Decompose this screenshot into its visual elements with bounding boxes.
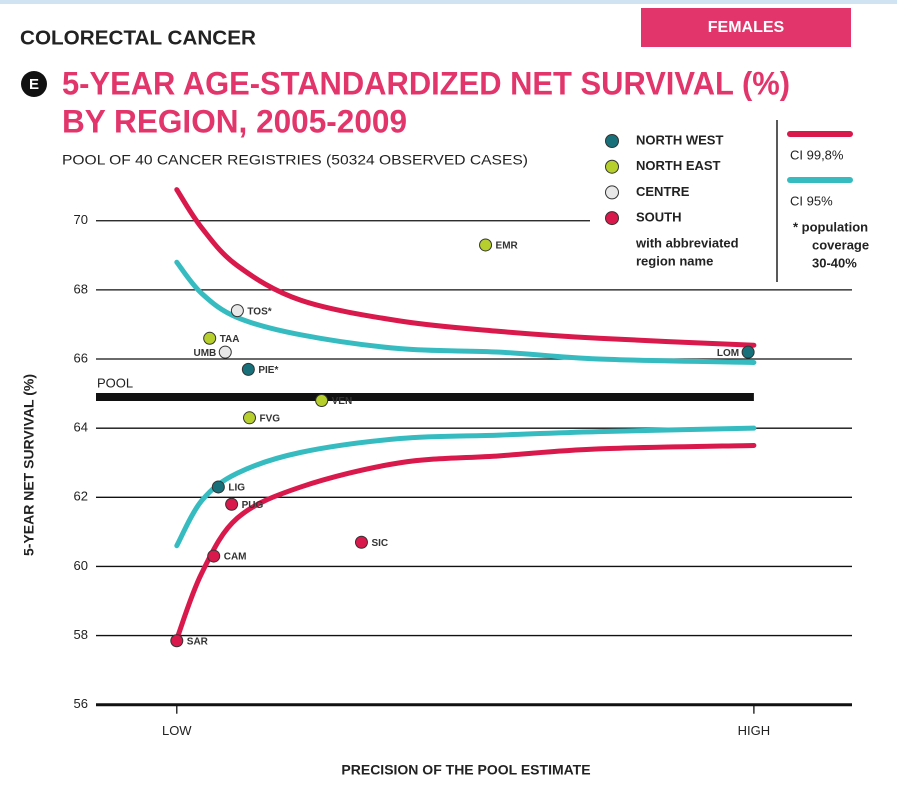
point-label: PUG bbox=[242, 500, 264, 511]
sex-label: FEMALES bbox=[708, 19, 785, 36]
data-point bbox=[315, 394, 329, 408]
data-point bbox=[479, 238, 493, 252]
header: COLORECTAL CANCER bbox=[20, 27, 257, 49]
point-label: TAA bbox=[220, 334, 240, 345]
pool-label: POOL bbox=[97, 375, 133, 390]
data-point bbox=[241, 362, 255, 376]
legend-label: CENTRE bbox=[636, 184, 690, 199]
data-point bbox=[170, 634, 184, 648]
data-point bbox=[218, 345, 232, 359]
y-tick-label: 64 bbox=[74, 420, 88, 435]
data-point bbox=[225, 497, 239, 511]
data-point bbox=[211, 480, 225, 494]
y-tick-label: 68 bbox=[74, 281, 88, 296]
x-tick-label: HIGH bbox=[738, 723, 771, 738]
limit-curve bbox=[174, 187, 757, 348]
point-label: FVG bbox=[260, 413, 281, 424]
footnote: * population bbox=[793, 219, 868, 234]
badge-circle bbox=[21, 71, 47, 97]
point-label: CAM bbox=[224, 552, 247, 563]
legend-marker bbox=[605, 211, 619, 226]
data-point bbox=[203, 331, 217, 345]
y-tick-label: 70 bbox=[74, 212, 88, 227]
legend-marker bbox=[605, 185, 619, 200]
point-label: SAR bbox=[187, 636, 209, 647]
point-label: TOS* bbox=[247, 306, 271, 317]
x-tick-label: LOW bbox=[162, 723, 192, 738]
limit-curve bbox=[174, 259, 757, 365]
legend-marker bbox=[605, 134, 619, 148]
y-tick-label: 56 bbox=[74, 696, 88, 711]
x-axis-label: PRECISION OF THE POOL ESTIMATE bbox=[341, 762, 590, 778]
legend-label: CI 95% bbox=[790, 193, 833, 208]
legend-marker bbox=[605, 159, 619, 174]
legend-label: SOUTH bbox=[636, 210, 682, 225]
subtitle: POOL OF 40 CANCER REGISTRIES (50324 OBSE… bbox=[62, 152, 528, 168]
legend-label: CI 99,8% bbox=[790, 147, 844, 162]
y-tick-label: 62 bbox=[74, 489, 88, 504]
point-label: PIE* bbox=[258, 365, 278, 376]
legend-label: NORTH WEST bbox=[636, 132, 723, 147]
point-label: SIC bbox=[371, 538, 388, 549]
data-point bbox=[207, 549, 221, 563]
point-label: LOM bbox=[717, 348, 739, 359]
data-point bbox=[741, 345, 755, 359]
title-line: BY REGION, 2005-2009 bbox=[62, 103, 407, 139]
legend-note: with abbreviated bbox=[635, 235, 739, 250]
y-tick-label: 58 bbox=[74, 627, 88, 642]
limit-curve bbox=[174, 442, 757, 642]
legend-note: region name bbox=[636, 253, 713, 268]
footnote: 30-40% bbox=[812, 255, 857, 270]
plot: POOL LIG PIE* LOM TAA FVG VEN EMR TOS* UMB SAR CAM P… bbox=[96, 187, 757, 648]
legend-label: NORTH EAST bbox=[636, 158, 721, 173]
sex-badge bbox=[641, 8, 851, 47]
data-point bbox=[354, 535, 368, 549]
point-label: VEN bbox=[332, 396, 353, 407]
data-point bbox=[230, 304, 244, 318]
grid: 56 58 60 62 64 66 68 70 LOW HIGH bbox=[74, 212, 852, 738]
y-axis-label: 5-YEAR NET SURVIVAL (%) bbox=[21, 374, 37, 556]
point-label: LIG bbox=[228, 483, 245, 494]
title-line: 5-YEAR AGE-STANDARDIZED NET SURVIVAL (%) bbox=[62, 65, 790, 101]
point-label: EMR bbox=[496, 241, 519, 252]
y-tick-label: 60 bbox=[74, 558, 88, 573]
y-tick-label: 66 bbox=[74, 350, 88, 365]
legend: NORTH WEST NORTH EAST CENTRE SOUTH with abbr… bbox=[590, 120, 890, 282]
badge-letter: E bbox=[29, 76, 39, 93]
footnote: coverage bbox=[812, 237, 869, 252]
data-point bbox=[243, 411, 257, 425]
point-label: UMB bbox=[193, 348, 216, 359]
legend-background bbox=[590, 122, 890, 282]
top-strip bbox=[0, 0, 897, 4]
